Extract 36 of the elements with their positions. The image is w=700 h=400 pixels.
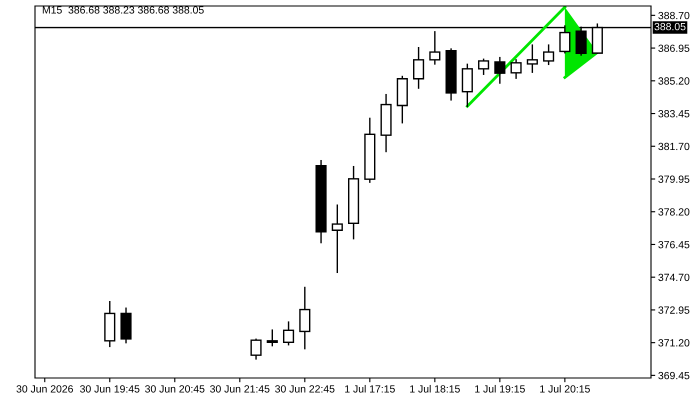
candlestick [478,58,490,75]
x-tick-label: 30 Jun 22:45 [275,385,334,393]
candlestick [266,329,278,346]
candlestick [282,321,294,346]
x-tick-label: 1 Jul 19:15 [475,384,525,393]
x-tick-label: 30 Jun 19:45 [80,385,140,393]
candlestick [250,338,262,360]
candlestick [526,44,538,73]
y-tick-label: 369.45 [658,372,690,380]
x-tick-label: 30 Jun 20:45 [145,385,204,393]
y-tick-label: 385.20 [658,77,690,85]
ref-line-label: 388.05 [654,22,686,30]
y-tick-label: 379.95 [658,176,690,183]
y-tick-label: 381.70 [658,142,690,150]
y-tick-label: 376.45 [658,240,690,248]
y-tick-label: 374.70 [658,274,690,282]
chart-title: M15 386.68 388.23 386.68 388.05 [42,6,204,14]
y-tick-label: 378.20 [658,208,690,216]
x-tick-label: 1 Jul 18:15 [410,384,460,393]
candlestick [429,31,440,65]
candlestick [462,64,473,107]
y-tick-label: 386.95 [658,44,690,52]
x-tick-label: 30 Jun 2026 [16,385,73,393]
x-tick-label: 1 Jul 20:15 [540,384,590,393]
y-tick-label: 372.95 [658,306,690,314]
x-tick-label: 1 Jul 17:15 [345,384,395,393]
x-tick-label: 30 Jun 21:45 [210,385,270,393]
y-tick-label: 371.20 [658,339,690,347]
candlestick [543,44,554,66]
candlestick [494,56,506,84]
candlestick [510,59,522,79]
y-tick-label: 388.70 [658,12,690,20]
candlestick [413,47,424,89]
candlestick [299,286,310,350]
y-tick-label: 383.45 [658,110,690,118]
candlestick [332,204,343,274]
